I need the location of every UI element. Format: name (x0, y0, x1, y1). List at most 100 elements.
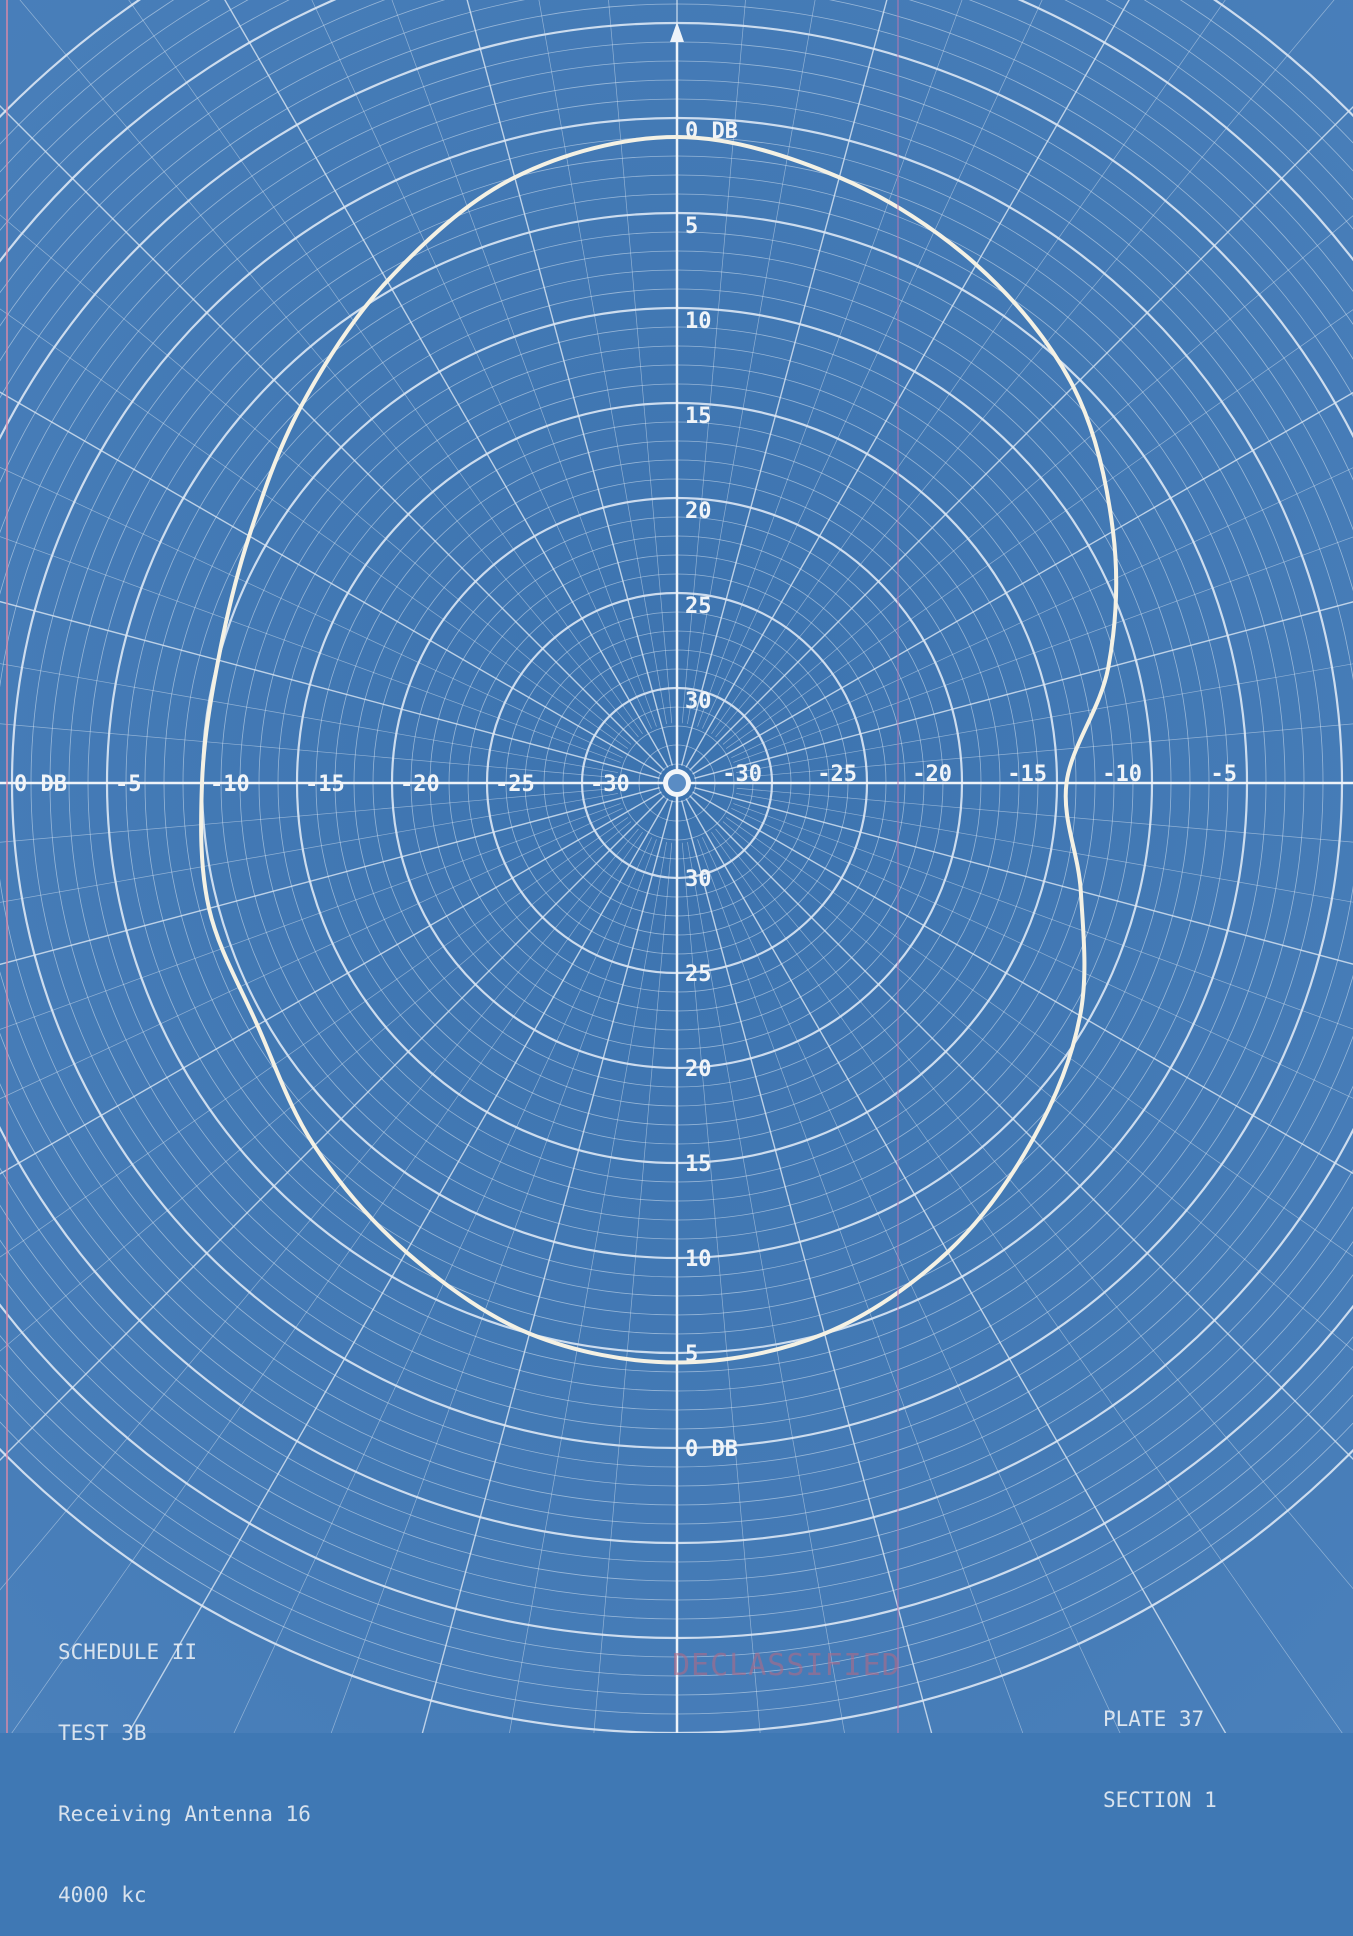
spoke (731, 467, 1353, 758)
tick-label-right: -20 (912, 762, 952, 787)
spoke (330, 839, 657, 1733)
spoke (711, 0, 1226, 735)
spoke (685, 798, 1227, 1733)
spoke (0, 821, 632, 1352)
tick-label-left: -5 (115, 772, 142, 797)
caption-line: SCHEDULE II (58, 1640, 198, 1664)
plate-caption: PLATE 37 SECTION 1 (1103, 1652, 1217, 1841)
spoke (694, 786, 1353, 965)
spoke (0, 817, 629, 1258)
tick-label-left: -25 (495, 772, 535, 797)
tick-label-up: 15 (685, 404, 712, 429)
schedule-caption: SCHEDULE II TEST 3B Receiving Antenna 16… (58, 1585, 311, 1936)
tick-label-down: 25 (685, 962, 712, 987)
spoke (0, 793, 618, 903)
spoke (0, 663, 618, 773)
tick-label-up: 5 (685, 214, 698, 239)
spoke (0, 600, 660, 780)
spoke (0, 791, 662, 1175)
tick-label-up: 25 (685, 594, 712, 619)
tick-label-right: -10 (1102, 762, 1142, 787)
radiation-pattern-curve (199, 135, 1119, 1365)
tick-label-left: -10 (210, 772, 250, 797)
spoke (736, 787, 1353, 843)
spoke (0, 828, 639, 1591)
spoke (722, 215, 1353, 745)
arrow-up-icon (670, 22, 684, 42)
spoke (509, 842, 667, 1733)
spoke (128, 0, 643, 735)
spoke (711, 831, 1343, 1733)
spoke (736, 723, 1353, 779)
spoke (715, 0, 1335, 738)
spoke (0, 105, 665, 771)
declassified-stamp: DECLASSIFIED (672, 1648, 901, 1683)
tick-label-right: -30 (722, 762, 762, 787)
spoke (702, 837, 1121, 1733)
tick-label-left: -15 (305, 772, 345, 797)
tick-label-right: -25 (817, 762, 857, 787)
tick-label-left: -30 (590, 772, 630, 797)
center-hub-ring (668, 774, 686, 792)
caption-line: 4000 kc (58, 1883, 147, 1907)
spoke (224, 0, 669, 768)
spoke (311, 0, 652, 729)
spoke (0, 803, 621, 1030)
caption-line: PLATE 37 (1103, 1707, 1205, 1731)
spoke (0, 466, 623, 758)
spoke (391, 0, 657, 727)
tick-label-down: 15 (685, 1152, 712, 1177)
spoke (538, 0, 667, 724)
caption-line: SECTION 1 (1103, 1788, 1217, 1812)
spoke (733, 803, 1353, 1030)
spoke (0, 787, 618, 843)
tick-label-down: 20 (685, 1057, 712, 1082)
spoke (0, 795, 665, 1461)
caption-line: TEST 3B (58, 1721, 147, 1745)
spoke (11, 831, 643, 1733)
spoke (702, 0, 1043, 729)
spoke (687, 842, 845, 1733)
spoke (725, 309, 1353, 749)
spoke (680, 800, 933, 1733)
tick-label-up: 30 (685, 689, 712, 714)
spoke (466, 0, 674, 766)
tick-label-down: 10 (685, 1247, 712, 1272)
spoke (0, 723, 618, 779)
spoke (593, 842, 673, 1733)
spoke (233, 837, 652, 1733)
spoke (731, 808, 1353, 1099)
spoke (685, 0, 1130, 768)
spoke (0, 808, 623, 1100)
spoke (687, 0, 816, 724)
tick-label-right: -15 (1007, 762, 1047, 787)
tick-label-up: 20 (685, 499, 712, 524)
tick-label-up: 10 (685, 309, 712, 334)
spoke (689, 795, 1353, 1460)
tick-label-right: -5 (1211, 762, 1238, 787)
spoke (722, 821, 1353, 1351)
spoke (0, 536, 621, 763)
spoke (680, 0, 888, 766)
spoke (127, 798, 669, 1733)
spoke (736, 663, 1353, 773)
spoke (697, 0, 963, 727)
spoke (0, 214, 632, 745)
spoke (0, 391, 662, 775)
spoke (694, 601, 1353, 780)
spoke (421, 800, 674, 1733)
spoke (733, 536, 1353, 763)
tick-label-left: -20 (400, 772, 440, 797)
spoke (715, 828, 1353, 1590)
spoke (0, 786, 660, 966)
spoke (689, 106, 1353, 771)
spoke (736, 793, 1353, 903)
tick-label-left: 0 DB (14, 772, 67, 797)
tick-label-down: 30 (685, 867, 712, 892)
tick-label-down: 0 DB (685, 1437, 738, 1462)
spoke (608, 0, 673, 724)
spoke (697, 839, 1024, 1733)
spoke (692, 391, 1353, 775)
